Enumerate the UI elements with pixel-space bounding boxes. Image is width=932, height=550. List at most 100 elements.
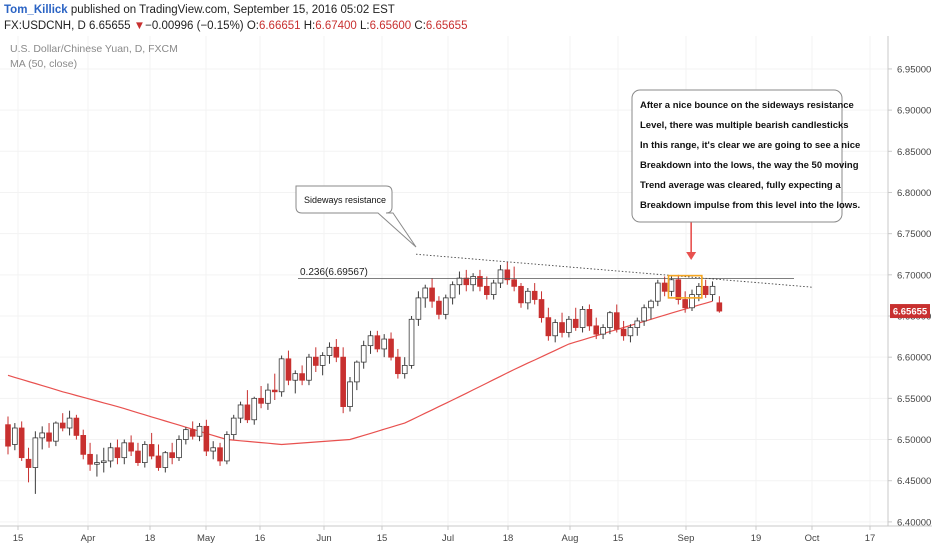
candle — [566, 316, 572, 338]
candle — [388, 332, 394, 361]
candle — [128, 435, 134, 456]
candle-body — [504, 269, 511, 281]
candle-body — [641, 307, 647, 322]
y-tick-label: 6.70000 — [897, 270, 931, 281]
time-axis: 15 Apr 18 May 16 Jun 15 Jul 18 Aug 15 Sep 19 Oct 17 — [13, 526, 876, 544]
x-tick-label: Aug — [562, 533, 579, 544]
candle — [675, 274, 682, 305]
candle — [18, 421, 25, 461]
candle-body — [271, 389, 278, 393]
callout-line: Level, there was multiple bearish candle… — [640, 120, 849, 131]
callout-line: In this range, it's clear we are going t… — [640, 140, 860, 151]
candle-body — [18, 427, 25, 459]
candle-body — [340, 356, 346, 407]
candle — [53, 421, 59, 447]
candle-body — [702, 285, 709, 295]
annotations — [298, 222, 813, 299]
candle — [5, 416, 11, 455]
candle — [572, 307, 579, 331]
author-link[interactable]: Tom_Killick — [4, 4, 68, 16]
candle-body — [429, 287, 435, 302]
candle — [374, 330, 381, 353]
candle — [224, 431, 230, 465]
x-tick-label: Oct — [805, 533, 820, 544]
candle-body — [586, 309, 593, 327]
candle-body — [258, 397, 264, 404]
candle — [531, 283, 538, 305]
candle — [504, 261, 511, 285]
candle-body — [367, 335, 374, 347]
candle — [613, 304, 620, 333]
candle — [634, 317, 641, 336]
candle-body — [668, 279, 675, 292]
candle-body — [511, 279, 517, 287]
callout-line: Breakdown into the lows, the way the 50 … — [640, 160, 859, 171]
candle-body — [285, 358, 292, 381]
candle — [600, 324, 606, 340]
candle-body — [579, 309, 586, 328]
ma-line — [7, 300, 713, 446]
candle — [593, 317, 600, 340]
candle-body — [53, 422, 59, 442]
candle — [511, 266, 517, 292]
candle — [66, 410, 73, 436]
candle — [436, 296, 442, 320]
candle-body — [613, 312, 620, 330]
candle-body — [39, 432, 45, 439]
candle — [661, 276, 668, 297]
x-tick-label: 15 — [613, 533, 624, 544]
candle-body — [374, 335, 381, 350]
y-tick-label: 6.50000 — [897, 435, 931, 446]
candle-body — [59, 422, 66, 429]
candle-body — [299, 373, 305, 381]
candle-body — [422, 287, 429, 299]
callout-line: Trend average was cleared, fully expecti… — [640, 180, 841, 191]
y-tick-label: 6.80000 — [897, 188, 931, 199]
candle-body — [395, 356, 401, 375]
candle — [347, 376, 353, 412]
candle-body — [388, 338, 394, 358]
candle-body — [107, 447, 114, 462]
candle — [312, 347, 319, 372]
candle — [210, 441, 217, 460]
candle — [319, 352, 326, 376]
candle — [183, 427, 189, 445]
candle-body — [128, 442, 134, 452]
price-chart[interactable]: U.S. Dollar/Chinese Yuan, D, FXCM MA (50… — [0, 36, 932, 550]
candle-body — [244, 404, 251, 421]
callout-box-frame — [631, 89, 843, 223]
candle-body — [80, 435, 87, 455]
candle-body — [696, 285, 702, 295]
candle — [217, 442, 223, 466]
candle-body — [525, 290, 531, 304]
candle — [94, 454, 100, 477]
callout-line: Breakdown impulse from this level into t… — [640, 200, 860, 211]
x-tick-label: 17 — [865, 533, 876, 544]
candle — [80, 429, 87, 460]
candle-body — [326, 346, 333, 356]
candle — [32, 431, 39, 494]
candle — [497, 264, 504, 288]
candle-body — [709, 285, 716, 295]
callout-box-lines: After a nice bounce on the sideways resi… — [640, 100, 860, 211]
header: Tom_Killick published on TradingView.com… — [0, 0, 932, 36]
candle-body — [593, 325, 600, 335]
candle — [586, 304, 593, 331]
y-tick-label: 6.85000 — [897, 147, 931, 158]
candle-body — [634, 320, 641, 328]
candle — [176, 435, 182, 461]
candle-body — [401, 365, 408, 375]
candle-body — [121, 442, 128, 459]
candle-body — [141, 444, 148, 463]
candle — [162, 451, 169, 473]
last-price-tag-text: 6.65655 — [893, 307, 928, 318]
candle-body — [675, 279, 682, 300]
callout-box: After a nice bounce on the sideways resi… — [631, 89, 860, 223]
candle — [702, 279, 709, 298]
y-tick-label: 6.75000 — [897, 229, 931, 240]
candle-body — [135, 450, 141, 463]
candle — [620, 320, 627, 341]
candle-body — [189, 429, 196, 437]
y-tick-label: 6.45000 — [897, 476, 931, 487]
